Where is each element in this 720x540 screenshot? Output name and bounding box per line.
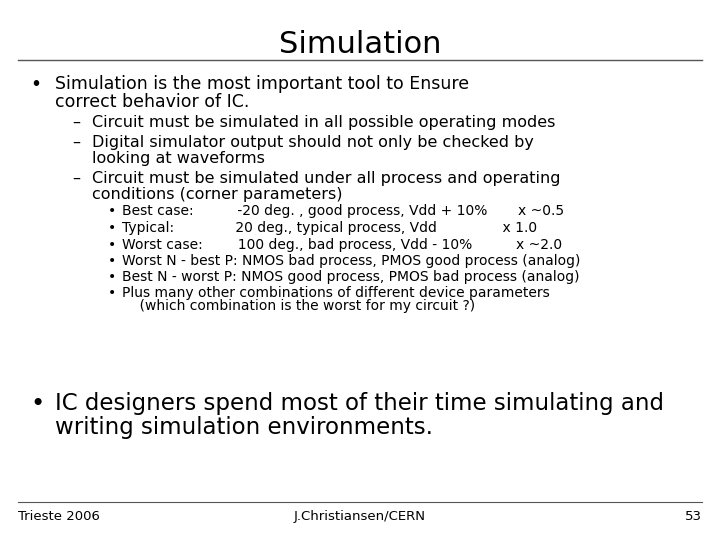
Text: Best case:          -20 deg. , good process, Vdd + 10%       x ~0.5: Best case: -20 deg. , good process, Vdd … <box>122 204 564 218</box>
Text: Simulation: Simulation <box>279 30 441 59</box>
Text: –: – <box>72 115 80 130</box>
Text: Plus many other combinations of different device parameters: Plus many other combinations of differen… <box>122 286 550 300</box>
Text: 53: 53 <box>685 510 702 523</box>
Text: Circuit must be simulated under all process and operating: Circuit must be simulated under all proc… <box>92 171 560 186</box>
Text: Circuit must be simulated in all possible operating modes: Circuit must be simulated in all possibl… <box>92 115 555 130</box>
Text: Digital simulator output should not only be checked by: Digital simulator output should not only… <box>92 135 534 150</box>
Text: IC designers spend most of their time simulating and: IC designers spend most of their time si… <box>55 392 664 415</box>
Text: •: • <box>108 286 116 300</box>
Text: Typical:              20 deg., typical process, Vdd               x 1.0: Typical: 20 deg., typical process, Vdd x… <box>122 221 537 235</box>
Text: •: • <box>108 254 116 268</box>
Text: Worst case:        100 deg., bad process, Vdd - 10%          x ~2.0: Worst case: 100 deg., bad process, Vdd -… <box>122 238 562 252</box>
Text: •: • <box>108 204 116 218</box>
Text: •: • <box>30 75 41 94</box>
Text: Worst N - best P: NMOS bad process, PMOS good process (analog): Worst N - best P: NMOS bad process, PMOS… <box>122 254 580 268</box>
Text: •: • <box>108 270 116 284</box>
Text: looking at waveforms: looking at waveforms <box>92 151 265 166</box>
Text: •: • <box>108 221 116 235</box>
Text: •: • <box>108 238 116 252</box>
Text: Best N - worst P: NMOS good process, PMOS bad process (analog): Best N - worst P: NMOS good process, PMO… <box>122 270 580 284</box>
Text: Trieste 2006: Trieste 2006 <box>18 510 100 523</box>
Text: –: – <box>72 135 80 150</box>
Text: J.Christiansen/CERN: J.Christiansen/CERN <box>294 510 426 523</box>
Text: •: • <box>30 392 44 416</box>
Text: correct behavior of IC.: correct behavior of IC. <box>55 93 249 111</box>
Text: writing simulation environments.: writing simulation environments. <box>55 416 433 439</box>
Text: –: – <box>72 171 80 186</box>
Text: Simulation is the most important tool to Ensure: Simulation is the most important tool to… <box>55 75 469 93</box>
Text: conditions (corner parameters): conditions (corner parameters) <box>92 187 343 202</box>
Text: (which combination is the worst for my circuit ?): (which combination is the worst for my c… <box>122 299 475 313</box>
